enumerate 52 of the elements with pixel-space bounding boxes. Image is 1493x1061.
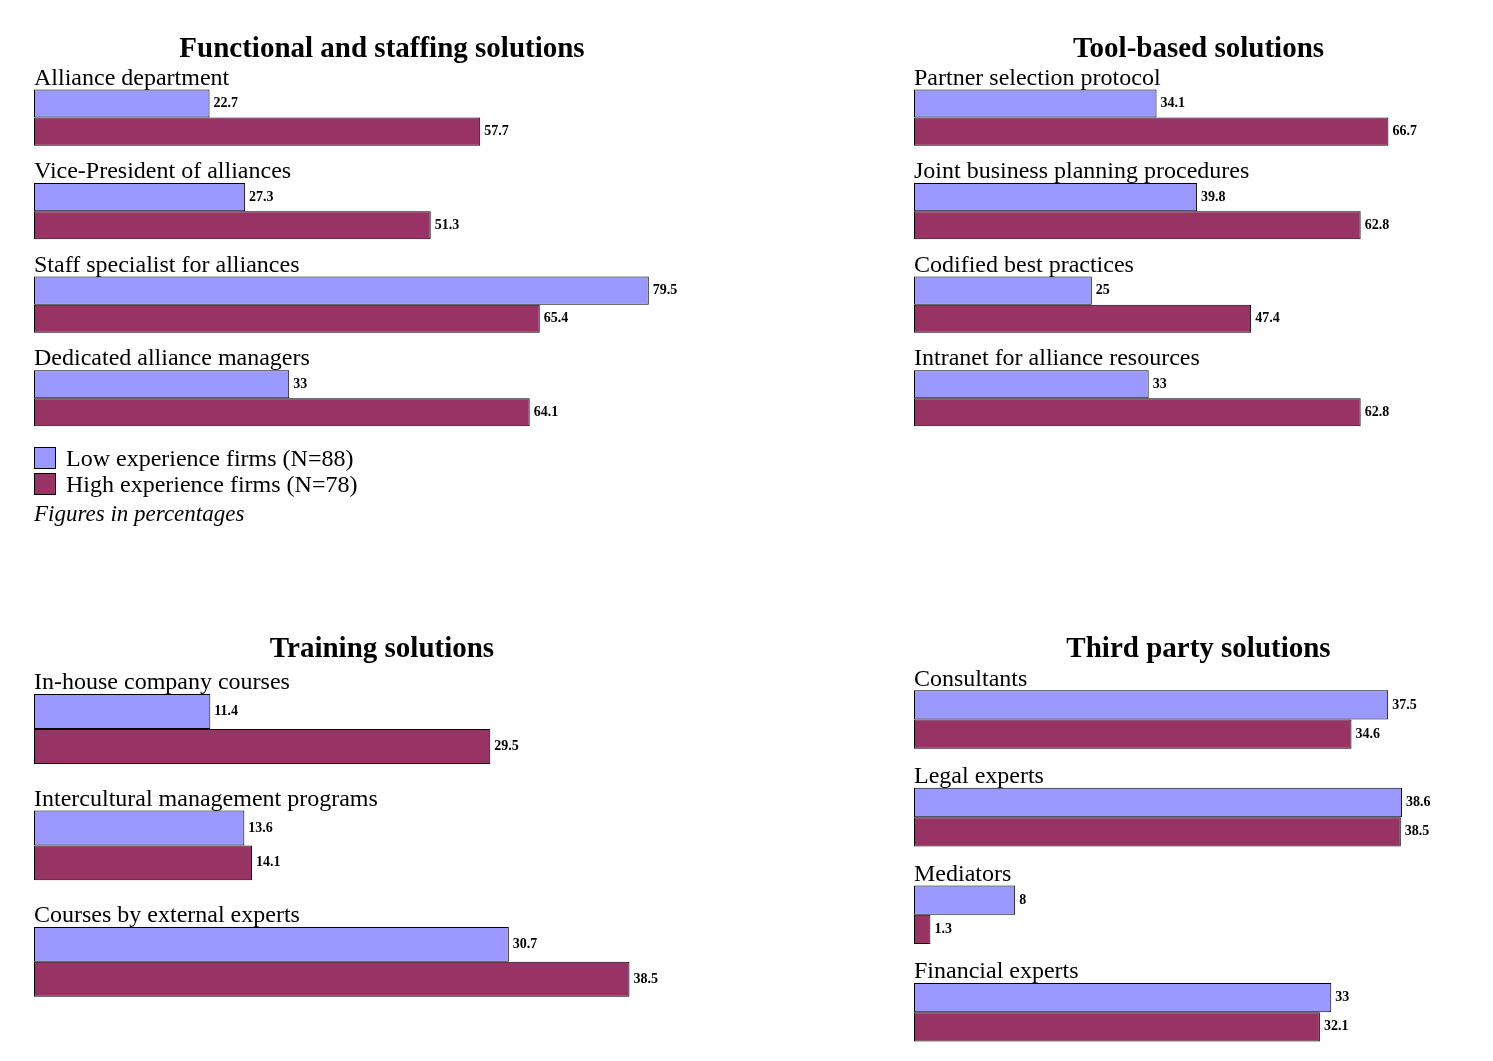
chart-title: Training solutions: [269, 630, 495, 663]
data-label: 38.5: [633, 970, 658, 986]
data-label: 13.6: [248, 819, 273, 835]
data-label: 34.1: [1160, 95, 1186, 111]
chart-title: Functional and staffing solutions: [179, 30, 585, 63]
data-label: 25: [1095, 282, 1110, 298]
y-tick-label: Intercultural management programs: [34, 784, 378, 811]
y-tick-label: Consultants: [914, 664, 1028, 691]
y-tick-label: Alliance department: [34, 63, 230, 90]
data-label: 51.3: [434, 216, 460, 232]
data-label: 79.5: [652, 282, 678, 298]
chart-title: Third party solutions: [1066, 630, 1331, 663]
data-label: 11.4: [214, 703, 239, 719]
y-tick-label: Codified best practices: [914, 250, 1134, 277]
data-label: 33: [1335, 989, 1350, 1005]
data-label: 1.3: [934, 920, 952, 936]
y-tick-label: Joint business planning procedures: [914, 157, 1250, 184]
data-label: 32.1: [1323, 1018, 1349, 1034]
data-label: 14.1: [256, 854, 281, 870]
data-label: 62.8: [1364, 403, 1390, 419]
data-label: 33: [293, 375, 308, 391]
data-label: 38.5: [1404, 823, 1430, 839]
data-label: 22.7: [213, 95, 239, 111]
y-tick-label: In-house company courses: [34, 668, 290, 695]
data-label: 57.7: [484, 123, 509, 139]
data-label: 29.5: [494, 738, 519, 754]
data-label: 30.7: [512, 935, 538, 951]
y-tick-label: Financial experts: [914, 957, 1079, 984]
data-label: 64.1: [533, 403, 559, 419]
data-label: 47.4: [1255, 310, 1280, 326]
data-label: 8: [1019, 891, 1027, 907]
data-label: 38.6: [1406, 794, 1431, 810]
y-tick-label: Courses by external experts: [34, 901, 300, 928]
legend-label: Low experience firms (N=88): [66, 445, 354, 471]
data-label: 39.8: [1201, 188, 1226, 204]
y-tick-label: Vice-President of alliances: [34, 157, 292, 184]
data-label: 33: [1152, 375, 1167, 391]
y-tick-label: Partner selection protocol: [914, 63, 1161, 90]
data-label: 66.7: [1392, 123, 1417, 139]
y-tick-label: Mediators: [914, 859, 1012, 886]
data-label: 34.6: [1355, 725, 1380, 741]
data-label: 27.3: [249, 188, 274, 204]
data-label: 65.4: [543, 310, 569, 326]
legend-label: High experience firms (N=78): [66, 471, 358, 497]
y-tick-label: Dedicated alliance managers: [34, 344, 310, 371]
data-label: 37.5: [1392, 696, 1417, 712]
y-tick-label: Intranet for alliance resources: [914, 344, 1200, 371]
data-label: 62.8: [1364, 216, 1390, 232]
y-tick-label: Legal experts: [914, 762, 1044, 789]
y-tick-label: Staff specialist for alliances: [34, 250, 300, 277]
text: Figures in percentages: [34, 501, 246, 527]
chart-title: Tool-based solutions: [1072, 30, 1325, 63]
